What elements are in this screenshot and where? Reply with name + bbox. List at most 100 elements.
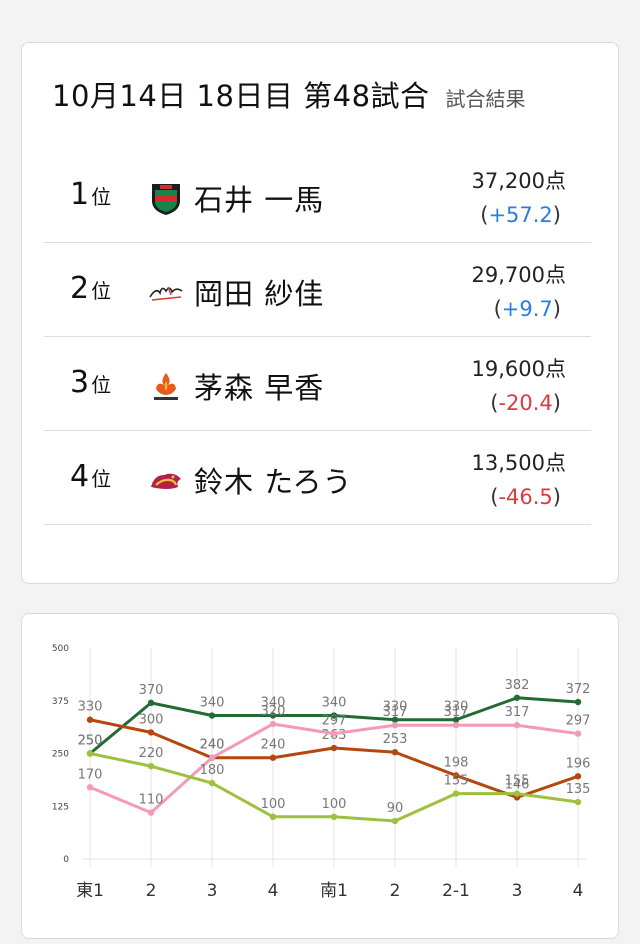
data-label: 253 [383, 732, 408, 747]
data-point [391, 817, 399, 825]
data-point [330, 712, 338, 719]
data-label: 317 [383, 705, 408, 720]
y-tick-label: 500 [52, 644, 69, 654]
point-delta: (-46.5) [490, 485, 561, 509]
data-label: 297 [322, 714, 347, 729]
data-label: 300 [139, 712, 164, 727]
data-label: 240 [261, 738, 286, 753]
data-label: 110 [139, 793, 164, 808]
match-title: 10月14日 18日目 第48試合 [52, 79, 430, 113]
data-point [147, 699, 155, 707]
data-label: 250 [78, 734, 103, 749]
data-label: 340 [200, 696, 225, 711]
data-label: 382 [505, 678, 530, 693]
data-label: 100 [322, 797, 347, 812]
match-subtitle: 試合結果 [445, 87, 526, 111]
data-point [574, 730, 582, 737]
player-score: 13,500点 [471, 451, 566, 475]
data-point [513, 722, 521, 729]
x-tick-label: 2 [390, 881, 401, 901]
data-label: 250 [78, 734, 103, 749]
data-label: 155 [505, 774, 530, 789]
data-label: 240 [200, 738, 225, 753]
data-label: 330 [444, 700, 469, 715]
player-score: 29,700点 [471, 263, 566, 287]
data-label: 370 [139, 683, 164, 698]
data-point [330, 730, 338, 737]
data-point [208, 712, 216, 719]
data-point [208, 779, 216, 787]
data-point [86, 716, 94, 723]
data-point [330, 744, 338, 752]
data-point [391, 722, 399, 729]
player-name: 茅森 早香 [194, 371, 325, 405]
data-point [452, 722, 460, 729]
data-point [86, 750, 94, 757]
data-point [574, 773, 582, 780]
data-point [330, 813, 338, 820]
x-tick-label: 2-1 [442, 881, 470, 901]
player-name: 鈴木 たろう [194, 465, 353, 499]
data-label: 340 [322, 696, 347, 711]
data-point [452, 716, 460, 723]
x-tick-label: 南1 [320, 881, 348, 901]
data-label: 240 [200, 738, 225, 753]
point-delta: (+9.7) [493, 297, 561, 321]
x-tick-label: 東1 [76, 881, 104, 901]
data-label: 135 [566, 782, 591, 797]
data-point [513, 790, 521, 797]
x-tick-label: 3 [512, 881, 523, 901]
y-tick-label: 250 [52, 750, 69, 760]
data-label: 146 [505, 777, 530, 792]
data-label: 90 [387, 801, 404, 816]
x-tick-label: 2 [146, 881, 157, 901]
x-tick-label: 3 [207, 881, 218, 901]
data-point [208, 754, 216, 761]
data-point [574, 698, 582, 706]
data-point [147, 729, 155, 736]
data-label: 320 [261, 704, 286, 719]
point-delta: (+57.2) [480, 203, 561, 227]
title-row: 10月14日 18日目 第48試合 試合結果 [52, 73, 526, 115]
point-delta: (-20.4) [490, 391, 561, 415]
y-tick-label: 375 [52, 697, 69, 707]
player-score: 19,600点 [471, 357, 566, 381]
score-chart-card: 0 125 250 375 500 東1 2 3 4 南1 2 2-1 3 4 250 370 340 340 34… [21, 613, 619, 939]
data-label: 155 [444, 774, 469, 789]
data-point [391, 716, 399, 723]
data-point [269, 712, 277, 719]
data-point [391, 749, 399, 756]
data-point [452, 790, 460, 797]
data-label: 297 [566, 714, 591, 729]
player-score: 37,200点 [471, 169, 566, 193]
data-point [269, 720, 277, 728]
player-name: 岡田 紗佳 [194, 277, 325, 311]
data-point [86, 784, 94, 791]
data-label: 330 [78, 700, 103, 715]
y-tick-label: 0 [63, 855, 69, 865]
data-label: 372 [566, 682, 591, 697]
data-label: 198 [444, 755, 469, 770]
data-point [574, 798, 582, 806]
y-tick-label: 125 [52, 802, 69, 812]
jets-shield-icon [152, 184, 180, 215]
data-label: 330 [383, 700, 408, 715]
data-point [513, 694, 521, 701]
data-label: 196 [566, 756, 591, 771]
thunders-script-icon [149, 286, 183, 301]
x-tick-label: 4 [573, 881, 584, 901]
score-line-chart: 0 125 250 375 500 東1 2 3 4 南1 2 2-1 3 4 250 370 340 340 34… [52, 644, 591, 901]
data-label: 317 [505, 705, 530, 720]
data-label: 220 [139, 746, 164, 761]
data-point [269, 754, 277, 761]
data-label: 170 [78, 767, 103, 782]
